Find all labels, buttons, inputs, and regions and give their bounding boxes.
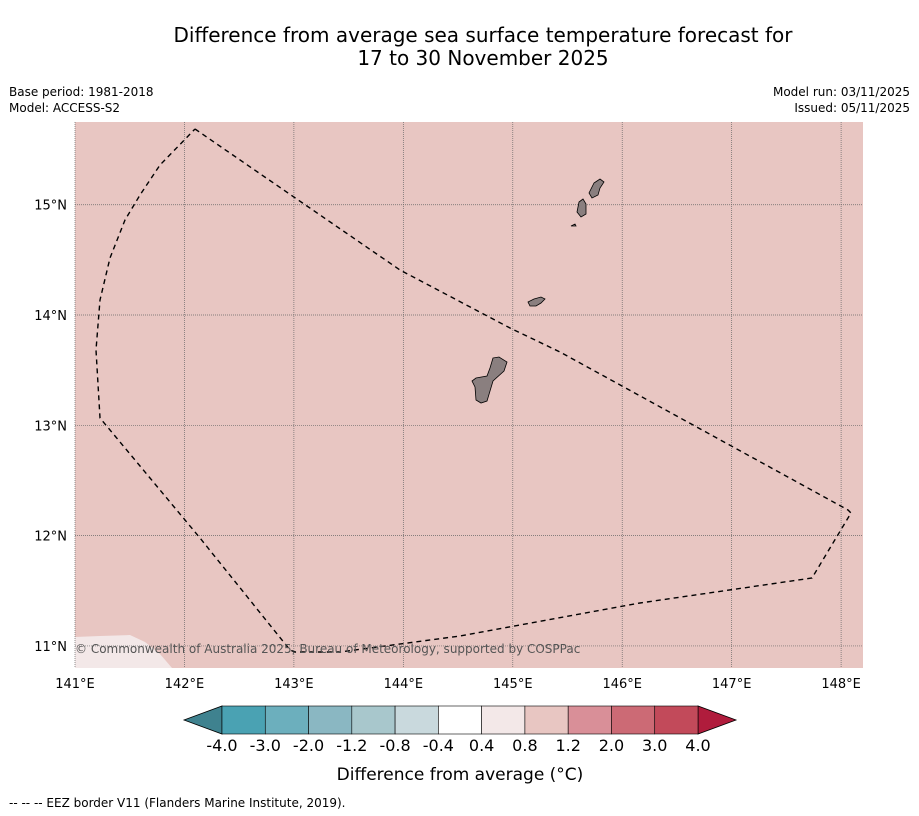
- island-tinian: [576, 198, 587, 218]
- colorbar-segment: [264, 705, 309, 735]
- colorbar-tick-label: -2.0: [293, 736, 324, 755]
- colorbar-segment: [438, 705, 482, 735]
- colorbar-segment: [221, 705, 266, 735]
- colorbar-tick-label: 1.2: [555, 736, 580, 755]
- colorbar-tick-label: -1.2: [336, 736, 367, 755]
- colorbar-segment: [394, 705, 439, 735]
- lat-tick-label: 12°N: [34, 530, 67, 545]
- gridlines: [74, 122, 863, 668]
- colorbar: -4.0 -3.0 -2.0 -1.2 -0.8 -0.4 0.4 0.8 1.2 2.0 3.0 4…: [182, 705, 738, 755]
- colorbar-tick-label: -0.4: [423, 736, 454, 755]
- lon-tick-label: 144°E: [384, 677, 424, 692]
- lat-tick-label: 15°N: [34, 199, 67, 214]
- lon-tick-label: 146°E: [602, 677, 642, 692]
- colorbar-segment: [308, 705, 353, 735]
- lon-tick-label: 145°E: [493, 677, 533, 692]
- axis-labels: 141°E 142°E 143°E 144°E 145°E 146°E 147°E 148°E…: [34, 199, 861, 692]
- colorbar-under-arrow: [182, 705, 223, 735]
- lat-tick-label: 13°N: [34, 419, 67, 434]
- map-background: [75, 122, 863, 668]
- title-line-2: 17 to 30 November 2025: [357, 46, 609, 70]
- lon-tick-label: 148°E: [821, 677, 861, 692]
- colorbar-segment: [611, 705, 656, 735]
- colorbar-title: Difference from average (°C): [337, 765, 584, 785]
- island-guam: [471, 356, 508, 404]
- colorbar-tick-label: 3.0: [642, 736, 667, 755]
- colorbar-segment: [654, 705, 699, 735]
- island-saipan: [588, 178, 605, 199]
- colorbar-tick-label: 4.0: [685, 736, 710, 755]
- lon-tick-label: 141°E: [55, 677, 95, 692]
- lon-tick-label: 142°E: [165, 677, 205, 692]
- colorbar-segment: [481, 705, 526, 735]
- lat-tick-label: 14°N: [34, 309, 67, 324]
- colorbar-segment: [524, 705, 569, 735]
- colorbar-tick-label: -0.8: [379, 736, 410, 755]
- lon-tick-label: 147°E: [712, 677, 752, 692]
- model-run-text: Model run: 03/11/2025: [772, 85, 910, 99]
- colorbar-tick-label: 0.8: [512, 736, 537, 755]
- colorbar-segment: [567, 705, 612, 735]
- colorbar-tick-label: -3.0: [250, 736, 281, 755]
- eez-legend-text: -- -- -- EEZ border V11 (Flanders Marine…: [9, 796, 346, 810]
- copyright-text: © Commonwealth of Australia 2025, Bureau…: [75, 642, 580, 656]
- title-line-1: Difference from average sea surface temp…: [173, 23, 793, 47]
- eez-border: [95, 128, 852, 653]
- colorbar-tick-label: 2.0: [599, 736, 624, 755]
- lat-tick-label: 11°N: [34, 640, 67, 655]
- base-period-text: Base period: 1981-2018: [9, 85, 154, 99]
- anomaly-patch-neutral: [75, 635, 172, 668]
- island-aguijan: [570, 223, 577, 227]
- colorbar-tick-label: -4.0: [206, 736, 237, 755]
- island-rota: [527, 296, 546, 307]
- issued-text: Issued: 05/11/2025: [794, 101, 910, 115]
- colorbar-over-arrow: [697, 705, 738, 735]
- model-text: Model: ACCESS-S2: [9, 101, 121, 115]
- colorbar-segment: [351, 705, 396, 735]
- colorbar-tick-label: 0.4: [469, 736, 494, 755]
- lon-tick-label: 143°E: [274, 677, 314, 692]
